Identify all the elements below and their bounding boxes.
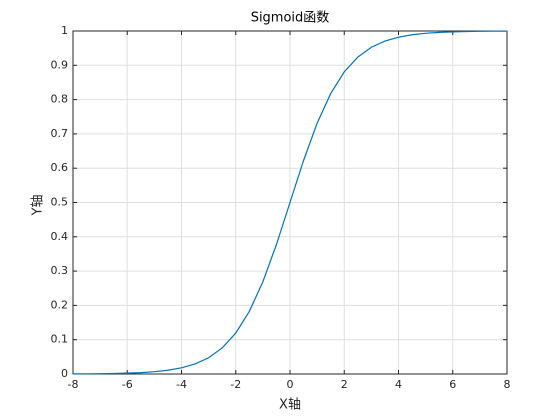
y-tick-label: 1 bbox=[61, 24, 68, 37]
y-tick-label: 0.7 bbox=[51, 127, 69, 140]
y-tick-label: 0.8 bbox=[51, 93, 69, 106]
axes-box bbox=[72, 30, 508, 375]
chart-title: Sigmoid函数 bbox=[251, 11, 330, 26]
y-tick-label: 0.3 bbox=[51, 264, 69, 277]
y-tick-label: 0 bbox=[61, 367, 68, 380]
y-tick-label: 0.9 bbox=[51, 58, 69, 71]
x-tick-label: -4 bbox=[176, 378, 187, 391]
y-tick-label: 0.5 bbox=[51, 196, 69, 209]
x-tick-label: 6 bbox=[449, 378, 456, 391]
x-tick-label: 8 bbox=[504, 378, 511, 391]
x-tick-label: 4 bbox=[395, 378, 402, 391]
x-tick-label: -8 bbox=[68, 378, 79, 391]
y-axis-label: Y轴 bbox=[31, 195, 46, 217]
x-tick-label: -6 bbox=[122, 378, 133, 391]
y-tick-label: 0.2 bbox=[51, 298, 69, 311]
y-tick-label: 0.6 bbox=[51, 161, 69, 174]
x-tick-label: 2 bbox=[341, 378, 348, 391]
y-tick-label: 0.4 bbox=[51, 230, 69, 243]
x-tick-label: 0 bbox=[287, 378, 294, 391]
x-tick-label: -2 bbox=[230, 378, 241, 391]
y-tick-label: 0.1 bbox=[51, 333, 69, 346]
line-series bbox=[72, 30, 508, 375]
x-axis-label: X轴 bbox=[279, 398, 301, 413]
